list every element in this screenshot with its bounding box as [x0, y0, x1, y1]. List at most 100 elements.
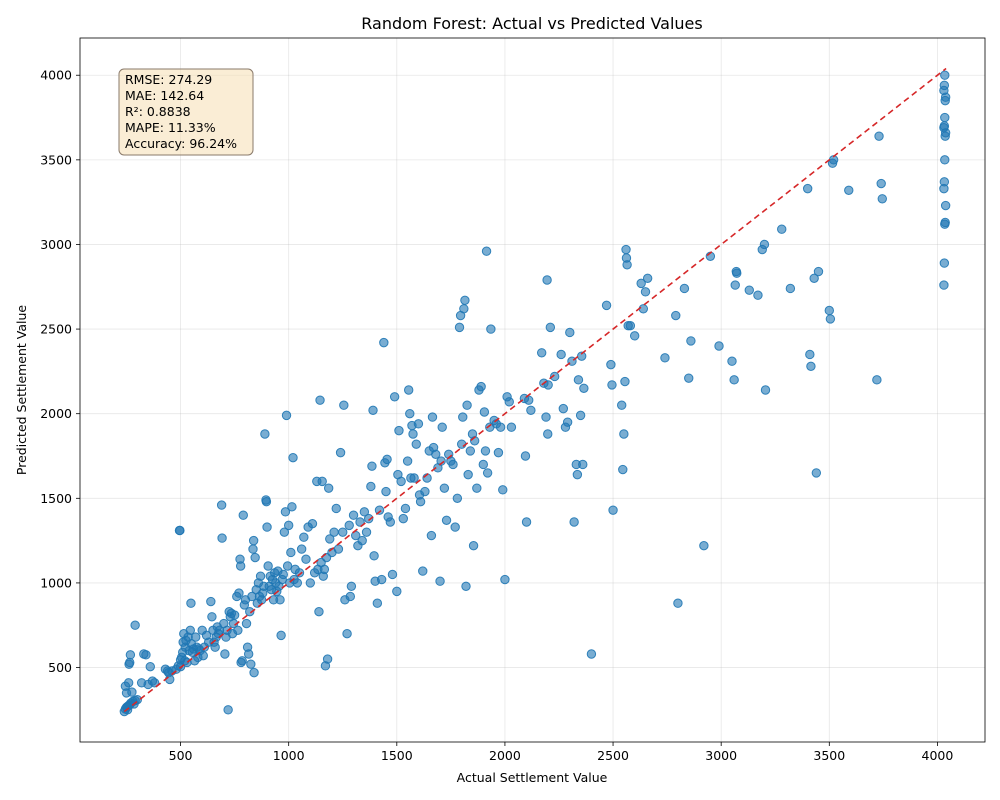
data-point	[125, 657, 135, 668]
data-point	[462, 400, 472, 410]
data-point	[250, 552, 260, 563]
data-point	[233, 625, 243, 636]
data-point	[237, 656, 247, 666]
data-point	[325, 534, 335, 544]
stat-accuracy: Accuracy: 96.24%	[125, 136, 237, 151]
stats-box: RMSE: 274.29 MAE: 142.64 R²: 0.8838 MAPE…	[118, 68, 254, 156]
data-point	[145, 661, 155, 672]
data-point	[329, 527, 339, 537]
data-point	[809, 273, 819, 284]
data-point	[299, 532, 309, 542]
data-point	[367, 461, 377, 471]
data-point	[461, 581, 471, 592]
data-point	[482, 468, 493, 478]
x-axis-ticks: 500 1000 1500 2000 2500 3000 3500 4000	[169, 742, 953, 763]
x-tick-label: 500	[169, 748, 193, 763]
data-point	[387, 569, 398, 580]
data-point	[940, 200, 951, 211]
x-axis-label: Actual Settlement Value	[457, 770, 608, 785]
data-point	[355, 517, 365, 527]
data-point	[345, 591, 356, 602]
data-point	[381, 486, 391, 497]
data-point	[939, 258, 950, 268]
data-point	[729, 375, 739, 385]
data-point	[307, 518, 318, 529]
data-point	[802, 183, 813, 194]
data-point	[660, 353, 670, 363]
data-point	[339, 400, 349, 410]
x-tick-label: 3000	[705, 748, 737, 763]
data-point	[824, 305, 835, 316]
data-point	[175, 525, 185, 536]
data-point	[679, 283, 690, 294]
data-point	[436, 456, 446, 466]
data-point	[275, 595, 285, 605]
data-point	[760, 385, 771, 395]
data-point	[686, 336, 696, 346]
stat-r2: R²: 0.8838	[125, 104, 191, 119]
data-point	[730, 280, 740, 290]
data-point	[322, 654, 333, 664]
y-tick-label: 4000	[40, 68, 72, 83]
data-point	[578, 459, 588, 470]
data-point	[556, 349, 566, 360]
data-point	[543, 429, 553, 439]
data-point	[282, 561, 293, 571]
data-point	[498, 485, 508, 495]
data-point	[586, 649, 597, 659]
data-point	[526, 405, 536, 416]
data-point	[379, 337, 389, 348]
data-point	[217, 533, 227, 543]
data-point	[607, 380, 617, 390]
x-tick-label: 2500	[597, 748, 629, 763]
data-point	[562, 417, 573, 427]
data-point	[479, 407, 490, 417]
data-point	[478, 459, 489, 470]
data-point	[361, 527, 372, 537]
data-point	[714, 341, 724, 351]
data-point	[500, 574, 510, 585]
data-point	[185, 625, 195, 636]
data-point	[260, 429, 270, 439]
data-point	[618, 464, 628, 475]
data-point	[621, 244, 631, 255]
data-point	[235, 561, 246, 571]
data-point	[638, 304, 649, 314]
data-point	[335, 447, 346, 458]
data-point	[472, 483, 482, 493]
data-point	[940, 155, 950, 165]
data-point	[463, 469, 473, 480]
y-tick-label: 2500	[40, 322, 72, 337]
data-point	[281, 410, 292, 421]
data-point	[319, 564, 330, 575]
data-point	[198, 650, 208, 661]
data-point	[874, 131, 884, 141]
data-point	[338, 527, 348, 537]
data-point	[939, 177, 950, 187]
data-point	[238, 510, 248, 520]
x-tick-label: 1500	[381, 748, 413, 763]
y-tick-label: 3500	[40, 152, 72, 167]
data-point	[536, 348, 547, 358]
data-point	[439, 483, 450, 493]
data-point	[241, 618, 252, 629]
data-point	[392, 586, 402, 597]
data-point	[420, 486, 430, 497]
data-point	[625, 320, 636, 331]
data-point	[141, 650, 151, 660]
data-point	[283, 520, 294, 531]
data-point	[785, 283, 796, 294]
chart-title: Random Forest: Actual vs Predicted Value…	[361, 14, 702, 33]
data-point	[331, 503, 341, 514]
data-point	[549, 371, 560, 382]
data-point	[357, 535, 367, 546]
data-point	[317, 476, 327, 487]
data-point	[366, 481, 376, 492]
data-point	[448, 459, 458, 470]
data-point	[671, 310, 681, 321]
data-point	[186, 598, 196, 608]
data-point	[415, 496, 426, 507]
data-point	[125, 650, 136, 660]
data-point	[398, 513, 408, 524]
data-point	[130, 620, 140, 630]
